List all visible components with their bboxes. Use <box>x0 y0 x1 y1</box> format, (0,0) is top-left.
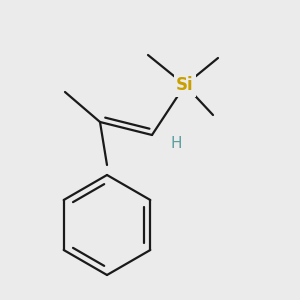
Text: Si: Si <box>176 76 194 94</box>
Text: H: H <box>170 136 182 151</box>
